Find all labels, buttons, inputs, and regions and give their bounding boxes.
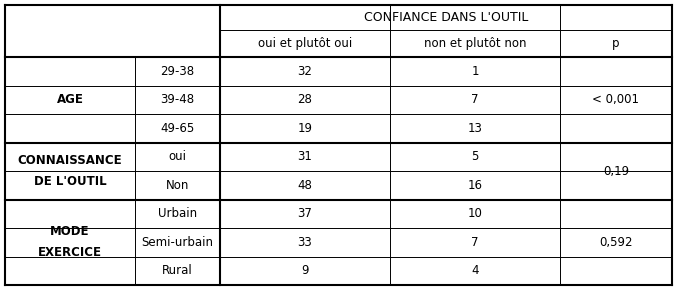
Text: 4: 4 <box>471 264 479 277</box>
Text: oui: oui <box>169 150 186 163</box>
Text: 39-48: 39-48 <box>160 93 194 106</box>
Text: Non: Non <box>166 179 189 192</box>
Text: 13: 13 <box>468 122 482 135</box>
Text: 32: 32 <box>298 65 312 78</box>
Text: 9: 9 <box>301 264 309 277</box>
Text: 5: 5 <box>471 150 479 163</box>
Text: 37: 37 <box>298 207 312 220</box>
Text: oui et plutôt oui: oui et plutôt oui <box>258 37 352 50</box>
Text: p: p <box>612 37 619 50</box>
Text: 0,592: 0,592 <box>599 236 633 249</box>
Text: 31: 31 <box>298 150 312 163</box>
Text: Semi-urbain: Semi-urbain <box>141 236 214 249</box>
Text: non et plutôt non: non et plutôt non <box>424 37 526 50</box>
Text: 1: 1 <box>471 65 479 78</box>
Text: 10: 10 <box>468 207 482 220</box>
Text: 19: 19 <box>298 122 313 135</box>
Text: < 0,001: < 0,001 <box>592 93 639 106</box>
Text: CONFIANCE DANS L'OUTIL: CONFIANCE DANS L'OUTIL <box>364 11 528 24</box>
Text: 33: 33 <box>298 236 312 249</box>
Text: Urbain: Urbain <box>158 207 197 220</box>
Text: 16: 16 <box>468 179 483 192</box>
Text: MODE
EXERCICE: MODE EXERCICE <box>38 225 102 259</box>
Text: 28: 28 <box>298 93 312 106</box>
Text: 29-38: 29-38 <box>160 65 194 78</box>
Text: 7: 7 <box>471 236 479 249</box>
Text: Rural: Rural <box>162 264 193 277</box>
Text: 48: 48 <box>298 179 312 192</box>
Text: 49-65: 49-65 <box>160 122 194 135</box>
Text: 7: 7 <box>471 93 479 106</box>
Text: 0,19: 0,19 <box>603 164 629 177</box>
Text: AGE: AGE <box>56 93 84 106</box>
Text: CONNAISSANCE
DE L'OUTIL: CONNAISSANCE DE L'OUTIL <box>18 154 122 188</box>
